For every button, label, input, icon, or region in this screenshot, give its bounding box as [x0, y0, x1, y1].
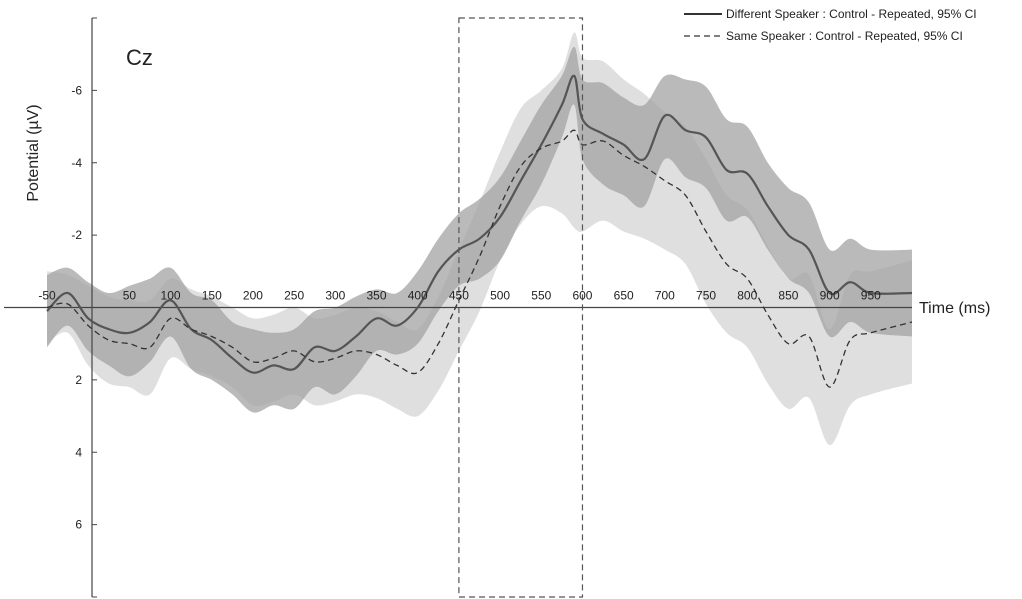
- x-tick-label: 700: [655, 289, 675, 303]
- x-tick-label: 900: [820, 289, 840, 303]
- x-tick-label: 200: [243, 289, 263, 303]
- y-tick-label: 4: [75, 445, 82, 459]
- x-tick-label: 750: [696, 289, 716, 303]
- x-tick-label: 350: [367, 289, 387, 303]
- legend-label-same-speaker: Same Speaker : Control - Repeated, 95% C…: [726, 29, 963, 43]
- x-tick-label: 100: [161, 289, 181, 303]
- x-tick-label: 650: [614, 289, 634, 303]
- x-axis-title: Time (ms): [919, 300, 990, 317]
- y-tick-label: -4: [71, 156, 82, 170]
- tick-labels: -50 50 100 150 200 250 300 350 400 450 500 550 600 65…: [38, 83, 881, 531]
- ci-band-different-speaker: [47, 46, 912, 413]
- series-lines: [46, 74, 913, 388]
- x-tick-label: 550: [531, 289, 551, 303]
- y-tick-label: -2: [71, 228, 82, 242]
- legend: Different Speaker : Control - Repeated, …: [684, 7, 977, 43]
- x-tick-label: 50: [123, 289, 137, 303]
- x-tick-label: 400: [408, 289, 428, 303]
- highlight-window: [458, 17, 584, 598]
- x-tick-label: 250: [284, 289, 304, 303]
- y-tick-label: -6: [71, 83, 82, 97]
- x-tick-label: 850: [778, 289, 798, 303]
- x-tick-label: 300: [325, 289, 345, 303]
- axes: [4, 17, 912, 598]
- y-tick-label: 2: [75, 373, 82, 387]
- series-line-different-speaker: [46, 74, 913, 374]
- x-tick-label: 800: [737, 289, 757, 303]
- x-tick-label: 500: [490, 289, 510, 303]
- y-tick-label: 6: [75, 518, 82, 532]
- legend-label-different-speaker: Different Speaker : Control - Repeated, …: [726, 7, 977, 21]
- x-tick-label: 450: [449, 289, 469, 303]
- channel-label: Cz: [126, 45, 153, 70]
- analysis-window-rect: [458, 17, 584, 598]
- x-tick-label: 150: [202, 289, 222, 303]
- x-tick-label: 950: [861, 289, 881, 303]
- x-tick-label: -50: [38, 289, 56, 303]
- y-axis-title: Potential (µV): [25, 104, 42, 201]
- x-tick-label: 600: [572, 289, 592, 303]
